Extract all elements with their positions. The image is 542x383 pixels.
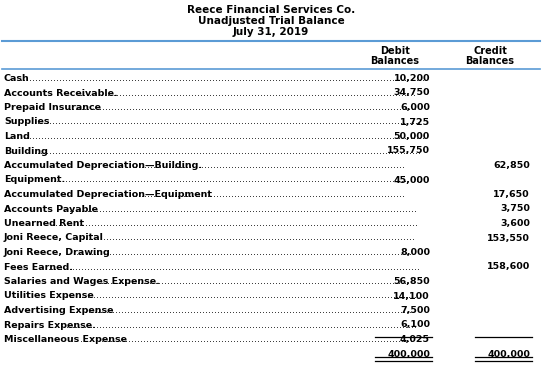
Text: 8,000: 8,000 — [400, 248, 430, 257]
Text: ................................................................................: ........................................… — [80, 335, 413, 344]
Text: Supplies: Supplies — [4, 118, 49, 126]
Text: 6,000: 6,000 — [400, 103, 430, 112]
Text: 14,100: 14,100 — [393, 291, 430, 301]
Text: Joni Reece, Drawing: Joni Reece, Drawing — [4, 248, 111, 257]
Text: ................................................................................: ........................................… — [73, 306, 415, 315]
Text: Prepaid Insurance: Prepaid Insurance — [4, 103, 101, 112]
Text: Equipment.: Equipment. — [4, 175, 65, 185]
Text: ................................................................................: ........................................… — [66, 291, 417, 301]
Text: Accumulated Depreciation—Building.: Accumulated Depreciation—Building. — [4, 161, 202, 170]
Text: ................................................................................: ........................................… — [101, 277, 410, 286]
Text: Unadjusted Trial Balance: Unadjusted Trial Balance — [198, 16, 344, 26]
Text: ................................................................................: ........................................… — [41, 175, 422, 185]
Text: 7,500: 7,500 — [400, 306, 430, 315]
Text: Joni Reece, Capital: Joni Reece, Capital — [4, 234, 104, 242]
Text: 155,750: 155,750 — [387, 147, 430, 155]
Text: Repairs Expense.: Repairs Expense. — [4, 321, 96, 329]
Text: ................................................................................: ........................................… — [126, 190, 405, 199]
Text: ................................................................................: ........................................… — [126, 161, 405, 170]
Text: Building: Building — [4, 147, 48, 155]
Text: July 31, 2019: July 31, 2019 — [233, 27, 309, 37]
Text: Unearned Rent: Unearned Rent — [4, 219, 84, 228]
Text: ................................................................................: ........................................… — [62, 321, 417, 329]
Text: 62,850: 62,850 — [493, 161, 530, 170]
Text: ................................................................................: ........................................… — [73, 234, 415, 242]
Text: Balances: Balances — [371, 56, 420, 66]
Text: ................................................................................: ........................................… — [73, 248, 415, 257]
Text: Reece Financial Services Co.: Reece Financial Services Co. — [187, 5, 355, 15]
Text: ................................................................................: ........................................… — [48, 262, 421, 272]
Text: 400,000: 400,000 — [487, 350, 530, 358]
Text: ................................................................................: ........................................… — [66, 103, 417, 112]
Text: Accounts Receivable.: Accounts Receivable. — [4, 88, 118, 98]
Text: ................................................................................: ........................................… — [52, 219, 418, 228]
Text: 1,725: 1,725 — [400, 118, 430, 126]
Text: 6,100: 6,100 — [400, 321, 430, 329]
Text: Cash: Cash — [4, 74, 30, 83]
Text: ................................................................................: ........................................… — [77, 88, 416, 98]
Text: Miscellaneous Expense: Miscellaneous Expense — [4, 335, 127, 344]
Text: Advertising Expense: Advertising Expense — [4, 306, 113, 315]
Text: 45,000: 45,000 — [393, 175, 430, 185]
Text: 56,850: 56,850 — [393, 277, 430, 286]
Text: 158,600: 158,600 — [487, 262, 530, 272]
Text: 17,650: 17,650 — [493, 190, 530, 199]
Text: Land: Land — [4, 132, 30, 141]
Text: ................................................................................: ........................................… — [20, 74, 425, 83]
Text: Balances: Balances — [466, 56, 514, 66]
Text: Salaries and Wages Expense.: Salaries and Wages Expense. — [4, 277, 160, 286]
Text: Fees Earned.: Fees Earned. — [4, 262, 73, 272]
Text: 34,750: 34,750 — [393, 88, 430, 98]
Text: 4,025: 4,025 — [400, 335, 430, 344]
Text: 50,000: 50,000 — [393, 132, 430, 141]
Text: 10,200: 10,200 — [393, 74, 430, 83]
Text: ................................................................................: ........................................… — [34, 118, 421, 126]
Text: ................................................................................: ........................................… — [20, 132, 425, 141]
Text: ................................................................................: ........................................… — [34, 147, 421, 155]
Text: Credit: Credit — [473, 46, 507, 56]
Text: Accounts Payable: Accounts Payable — [4, 205, 98, 213]
Text: 3,750: 3,750 — [500, 205, 530, 213]
Text: 153,550: 153,550 — [487, 234, 530, 242]
Text: Accumulated Depreciation—Equipment: Accumulated Depreciation—Equipment — [4, 190, 212, 199]
Text: 400,000: 400,000 — [387, 350, 430, 358]
Text: ................................................................................: ........................................… — [62, 205, 417, 213]
Text: Utilities Expense: Utilities Expense — [4, 291, 94, 301]
Text: Debit: Debit — [380, 46, 410, 56]
Text: 3,600: 3,600 — [500, 219, 530, 228]
